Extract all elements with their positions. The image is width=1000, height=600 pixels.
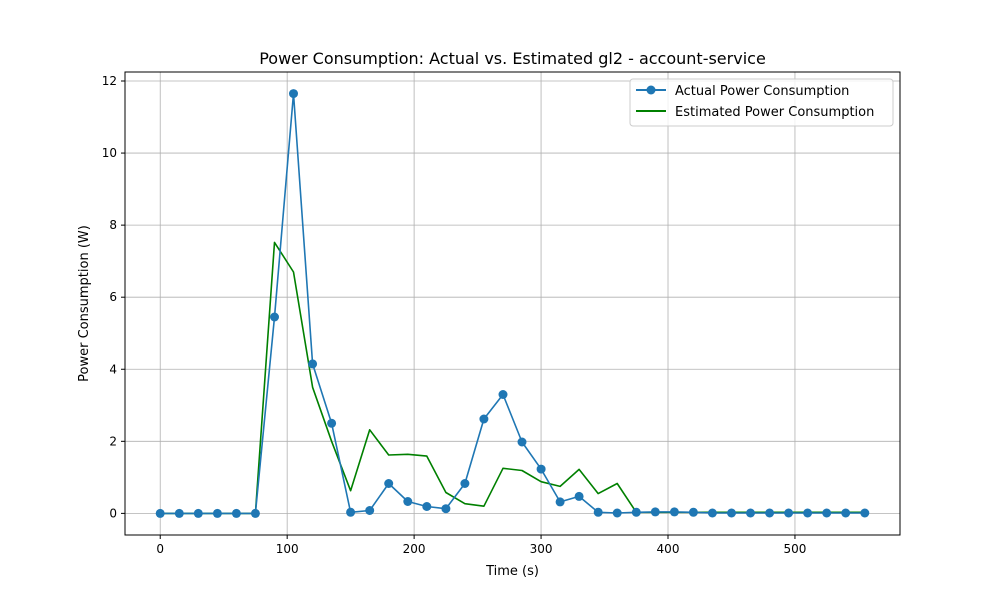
- data-point-actual: [593, 507, 603, 517]
- data-point-actual: [822, 508, 832, 518]
- data-point-actual: [308, 359, 318, 369]
- data-point-actual: [498, 390, 508, 399]
- data-point-actual: [365, 506, 375, 515]
- data-point-actual: [784, 508, 794, 518]
- chart-title: Power Consumption: Actual vs. Estimated …: [259, 49, 766, 68]
- data-point-actual: [765, 508, 775, 518]
- y-tick-label: 6: [109, 290, 117, 304]
- legend-marker-actual: [646, 85, 656, 95]
- x-tick-label: 400: [657, 542, 680, 556]
- data-point-actual: [155, 508, 165, 518]
- x-axis-ticks: 0 100 200 300 400 500: [156, 535, 806, 556]
- data-point-actual: [860, 508, 870, 518]
- legend-label-actual: Actual Power Consumption: [675, 84, 849, 99]
- y-axis-label: Power Consumption (W): [77, 225, 92, 382]
- data-point-actual: [289, 89, 298, 99]
- data-point-actual: [746, 508, 755, 518]
- data-point-actual: [841, 508, 851, 518]
- plot-frame: [124, 71, 901, 536]
- x-tick-label: 200: [403, 542, 426, 556]
- data-point-actual: [517, 437, 527, 447]
- x-tick-label: 500: [783, 542, 806, 556]
- data-point-actual: [270, 312, 279, 322]
- data-point-actual: [479, 414, 489, 424]
- y-tick-label: 12: [102, 74, 117, 88]
- x-tick-label: 300: [530, 542, 553, 556]
- y-tick-label: 10: [102, 146, 117, 160]
- x-tick-label: 100: [276, 542, 299, 556]
- series-group: [155, 89, 870, 518]
- data-point-actual: [250, 508, 260, 518]
- grid: [125, 72, 900, 535]
- data-point-actual: [803, 508, 813, 518]
- x-axis-label: Time (s): [485, 564, 539, 579]
- series-line-estimated: [160, 241, 865, 515]
- data-point-actual: [536, 464, 546, 474]
- data-point-actual: [574, 491, 584, 501]
- legend-label-estimated: Estimated Power Consumption: [675, 105, 874, 120]
- data-point-actual: [174, 508, 184, 518]
- y-tick-label: 8: [109, 218, 117, 232]
- y-axis-ticks: 0 2 4 6 8 10 12: [102, 74, 125, 520]
- data-point-actual: [422, 502, 432, 511]
- data-point-actual: [631, 507, 641, 517]
- series-line-actual: [160, 92, 865, 515]
- y-tick-label: 0: [109, 506, 117, 520]
- y-tick-label: 2: [109, 434, 117, 448]
- data-point-actual: [327, 418, 337, 428]
- data-point-actual: [555, 497, 565, 507]
- data-point-actual: [727, 508, 736, 518]
- data-point-actual: [688, 507, 698, 517]
- data-point-actual: [212, 508, 222, 518]
- legend-box: [629, 78, 894, 127]
- data-point-actual: [384, 479, 394, 488]
- data-point-actual: [460, 479, 470, 488]
- data-point-actual: [707, 508, 717, 518]
- data-point-actual: [193, 508, 203, 518]
- data-point-actual: [669, 507, 679, 517]
- legend: Actual Power Consumption Estimated Power…: [629, 78, 894, 127]
- data-point-actual: [441, 504, 451, 514]
- data-point-actual: [231, 508, 241, 518]
- data-point-actual: [612, 508, 622, 518]
- data-point-actual: [346, 507, 356, 517]
- data-point-actual: [650, 507, 660, 517]
- x-tick-label: 0: [156, 542, 164, 556]
- data-point-actual: [403, 497, 413, 506]
- y-tick-label: 4: [109, 362, 117, 376]
